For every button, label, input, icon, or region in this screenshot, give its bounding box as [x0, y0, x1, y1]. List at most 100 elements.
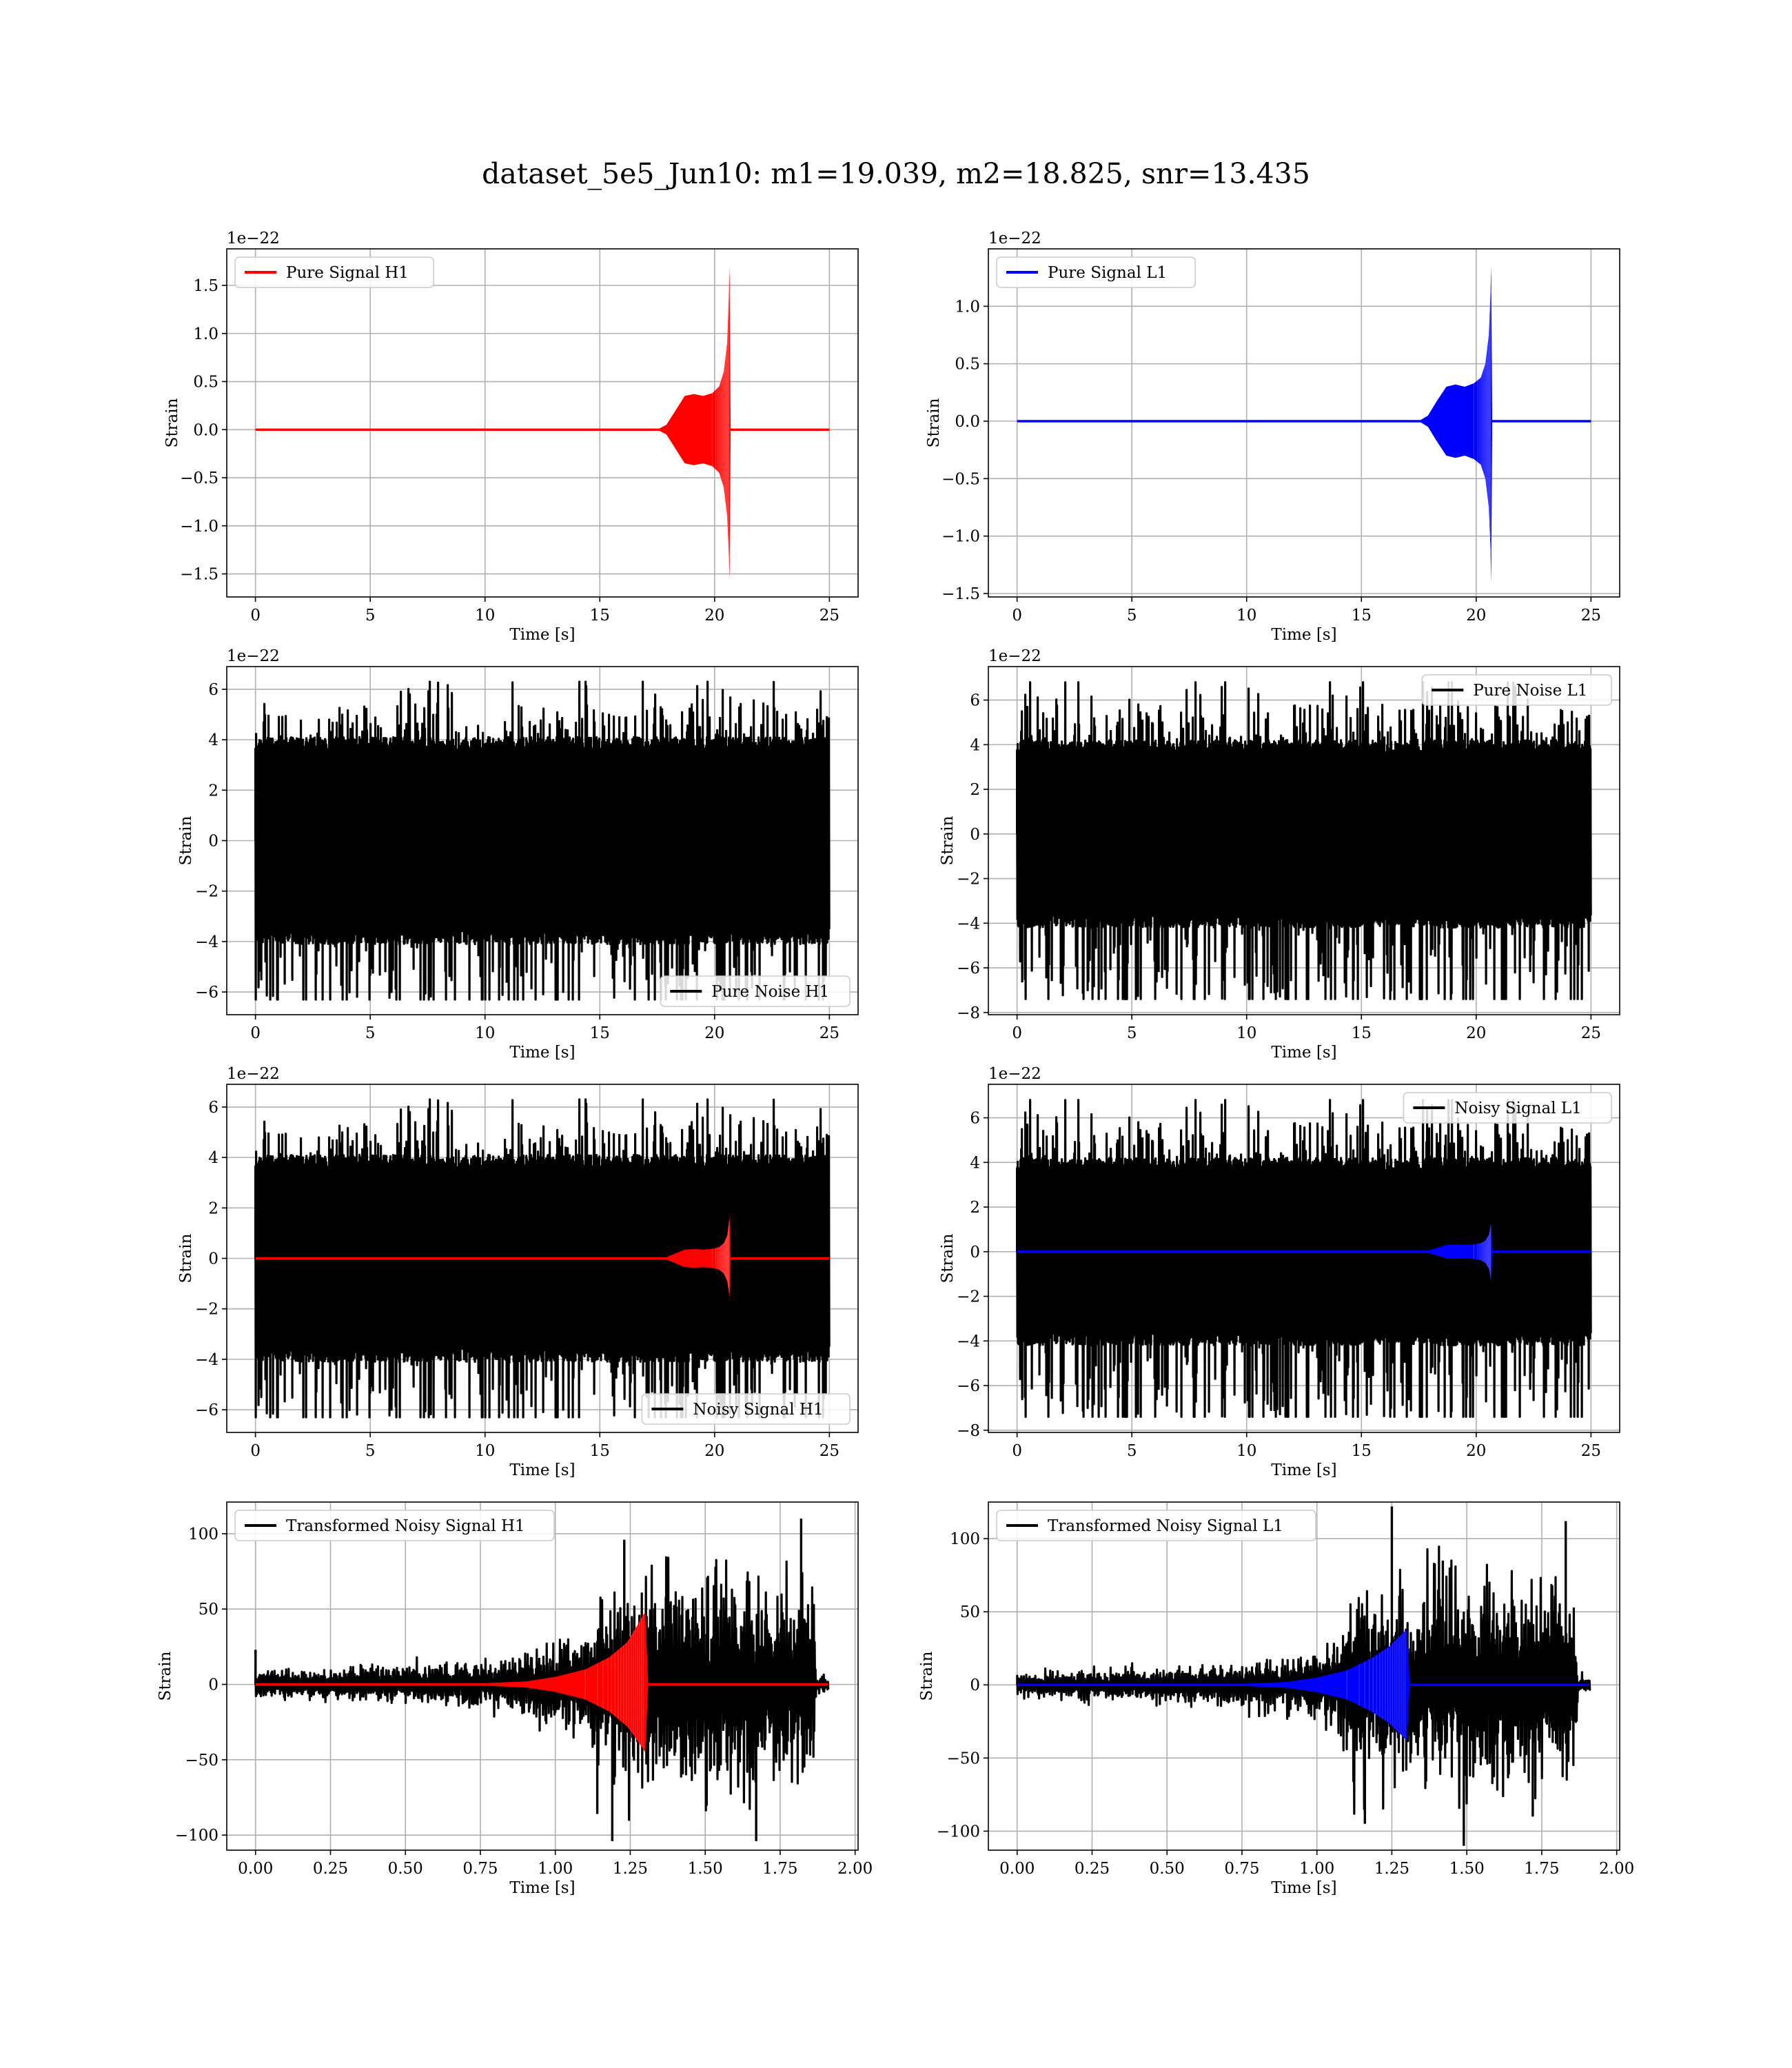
series-group — [1016, 1506, 1591, 1846]
series-pure-signal-l1-envelope — [1017, 266, 1591, 583]
x-tick-label: 20 — [704, 607, 724, 625]
x-tick-label: 0 — [1012, 1024, 1022, 1042]
x-axis-label: Time [s] — [509, 1044, 575, 1062]
y-tick-label: 0.0 — [955, 413, 980, 431]
x-tick-label: 20 — [1466, 1024, 1486, 1042]
x-tick-label: 20 — [704, 1442, 724, 1460]
legend: Pure Signal H1 — [234, 256, 434, 288]
legend-box — [660, 975, 851, 1007]
legend: Transformed Noisy Signal L1 — [996, 1510, 1316, 1541]
x-tick-label: 0.75 — [462, 1860, 498, 1878]
y-axis-label: Strain — [939, 1233, 957, 1283]
plot-area — [227, 249, 858, 597]
legend: Pure Noise L1 — [1421, 674, 1612, 706]
x-tick-label: 25 — [819, 1442, 839, 1460]
x-tick-label: 5 — [1127, 1442, 1137, 1460]
x-tick-label: 0 — [1012, 607, 1022, 625]
panel-transformed-noisy-signal-h1: 0.00 0.25 0.50 0.75 1.00 1.25 1.50 1.75 2.00 −100… — [156, 1501, 873, 1897]
y-tick-label: −2 — [957, 1288, 980, 1306]
legend-label: Pure Noise H1 — [711, 983, 829, 1001]
y-tick-label: 0 — [208, 1676, 218, 1694]
y-tick-label: 2 — [970, 781, 980, 799]
y-tick-label: 6 — [208, 681, 218, 699]
series-group — [254, 1519, 830, 1841]
y-tick-label: 1.0 — [955, 298, 980, 316]
y-tick-label: 50 — [960, 1603, 980, 1621]
x-tick-label: 15 — [1352, 1442, 1372, 1460]
x-tick-label: 0.00 — [238, 1860, 273, 1878]
x-tick-label: 1.25 — [1374, 1860, 1409, 1878]
y-tick-label: −0.5 — [180, 469, 218, 487]
y-tick-label: 6 — [208, 1099, 218, 1117]
x-tick-label: 5 — [365, 607, 376, 625]
x-axis-label: Time [s] — [509, 1879, 575, 1897]
x-tick-label: 0.00 — [999, 1860, 1035, 1878]
x-tick-label: 5 — [1127, 1024, 1137, 1042]
legend-label: Transformed Noisy Signal L1 — [1048, 1517, 1283, 1535]
y-tick-label: −8 — [957, 1004, 980, 1022]
y-tick-label: −100 — [175, 1827, 218, 1845]
y-tick-label: 2 — [970, 1199, 980, 1217]
x-tick-label: 1.25 — [613, 1860, 648, 1878]
offset-text: 1e−22 — [227, 230, 280, 247]
y-tick-label: 4 — [970, 1154, 980, 1172]
x-tick-label: 10 — [1236, 1442, 1256, 1460]
y-tick-label: 100 — [188, 1525, 218, 1543]
axes-frame — [988, 248, 1620, 598]
x-tick-label: 25 — [1581, 607, 1601, 625]
axes-frame — [226, 1501, 859, 1851]
y-tick-label: 0.5 — [955, 356, 980, 374]
legend-label: Pure Noise L1 — [1473, 682, 1587, 700]
y-tick-label: −6 — [195, 1401, 218, 1419]
x-tick-label: 15 — [1352, 607, 1372, 625]
offset-text: 1e−22 — [988, 1065, 1041, 1083]
x-tick-label: 1.00 — [538, 1860, 573, 1878]
x-tick-label: 5 — [1127, 607, 1137, 625]
y-tick-label: 0 — [208, 1250, 218, 1268]
x-tick-label: 25 — [819, 1024, 839, 1042]
panel-noisy-signal-l1: 0 5 10 15 20 25 −8 −6 −4 −2 0 2 4 6 Time [s] Strain 1e−2… — [939, 1065, 1620, 1479]
x-tick-label: 15 — [590, 607, 610, 625]
y-axis-label: Strain — [918, 1651, 936, 1701]
y-tick-label: −1.0 — [180, 518, 218, 536]
axes-frame — [988, 1501, 1620, 1851]
legend-label: Noisy Signal H1 — [693, 1401, 823, 1419]
y-tick-label: −8 — [957, 1422, 980, 1440]
series-noisy-signal-h1-overlay-envelope — [255, 1215, 830, 1298]
series-transformed-noisy-signal-l1 — [1016, 1545, 1591, 1815]
legend-label: Pure Signal H1 — [286, 264, 409, 282]
y-tick-label: 2 — [208, 782, 218, 800]
y-axis-label: Strain — [163, 398, 181, 447]
legend: Transformed Noisy Signal H1 — [234, 1510, 555, 1541]
y-tick-label: 0 — [970, 1244, 980, 1261]
y-tick-label: 0.5 — [193, 374, 218, 392]
x-tick-label: 0.25 — [313, 1860, 348, 1878]
axes-frame — [988, 666, 1620, 1015]
x-tick-label: 10 — [475, 1442, 495, 1460]
x-tick-label: 20 — [704, 1024, 724, 1042]
x-tick-label: 10 — [475, 1024, 495, 1042]
x-tick-label: 5 — [365, 1442, 376, 1460]
legend-box — [1403, 1092, 1612, 1124]
x-tick-label: 20 — [1466, 1442, 1486, 1460]
panel-pure-noise-l1: 0 5 10 15 20 25 −8 −6 −4 −2 0 2 4 6 Time [s] Strain 1e−2… — [939, 647, 1620, 1062]
axes-frame — [226, 248, 859, 598]
y-tick-label: 100 — [950, 1530, 980, 1548]
x-tick-label: 10 — [1236, 1024, 1256, 1042]
legend-label: Transformed Noisy Signal H1 — [286, 1517, 525, 1535]
legend-box — [234, 1510, 555, 1541]
y-tick-label: −2 — [195, 883, 218, 901]
legend-box — [1421, 674, 1612, 706]
x-axis-label: Time [s] — [1271, 1879, 1336, 1897]
y-tick-label: −50 — [185, 1752, 218, 1770]
y-tick-label: −6 — [195, 984, 218, 1002]
x-tick-label: 25 — [819, 607, 839, 625]
y-tick-label: −1.5 — [941, 585, 980, 603]
x-tick-label: 0.50 — [1150, 1860, 1185, 1878]
y-tick-label: −100 — [937, 1823, 980, 1841]
x-tick-label: 5 — [365, 1024, 376, 1042]
x-tick-label: 10 — [475, 607, 495, 625]
y-tick-label: 0 — [970, 826, 980, 844]
y-tick-label: 4 — [208, 1149, 218, 1167]
y-tick-label: −4 — [195, 1351, 218, 1369]
